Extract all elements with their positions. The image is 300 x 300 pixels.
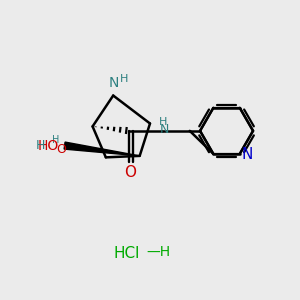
Text: —H: —H [147,245,171,260]
Text: O: O [57,142,67,156]
Text: H: H [159,117,168,127]
Text: HO: HO [38,139,59,153]
Polygon shape [64,142,140,156]
Text: N: N [109,76,119,90]
Text: HCl: HCl [113,246,140,261]
Text: H: H [36,139,45,152]
Text: N: N [159,123,169,136]
Text: N: N [242,147,253,162]
Text: H: H [120,74,129,84]
Text: O: O [124,165,136,180]
Text: H: H [52,135,59,145]
